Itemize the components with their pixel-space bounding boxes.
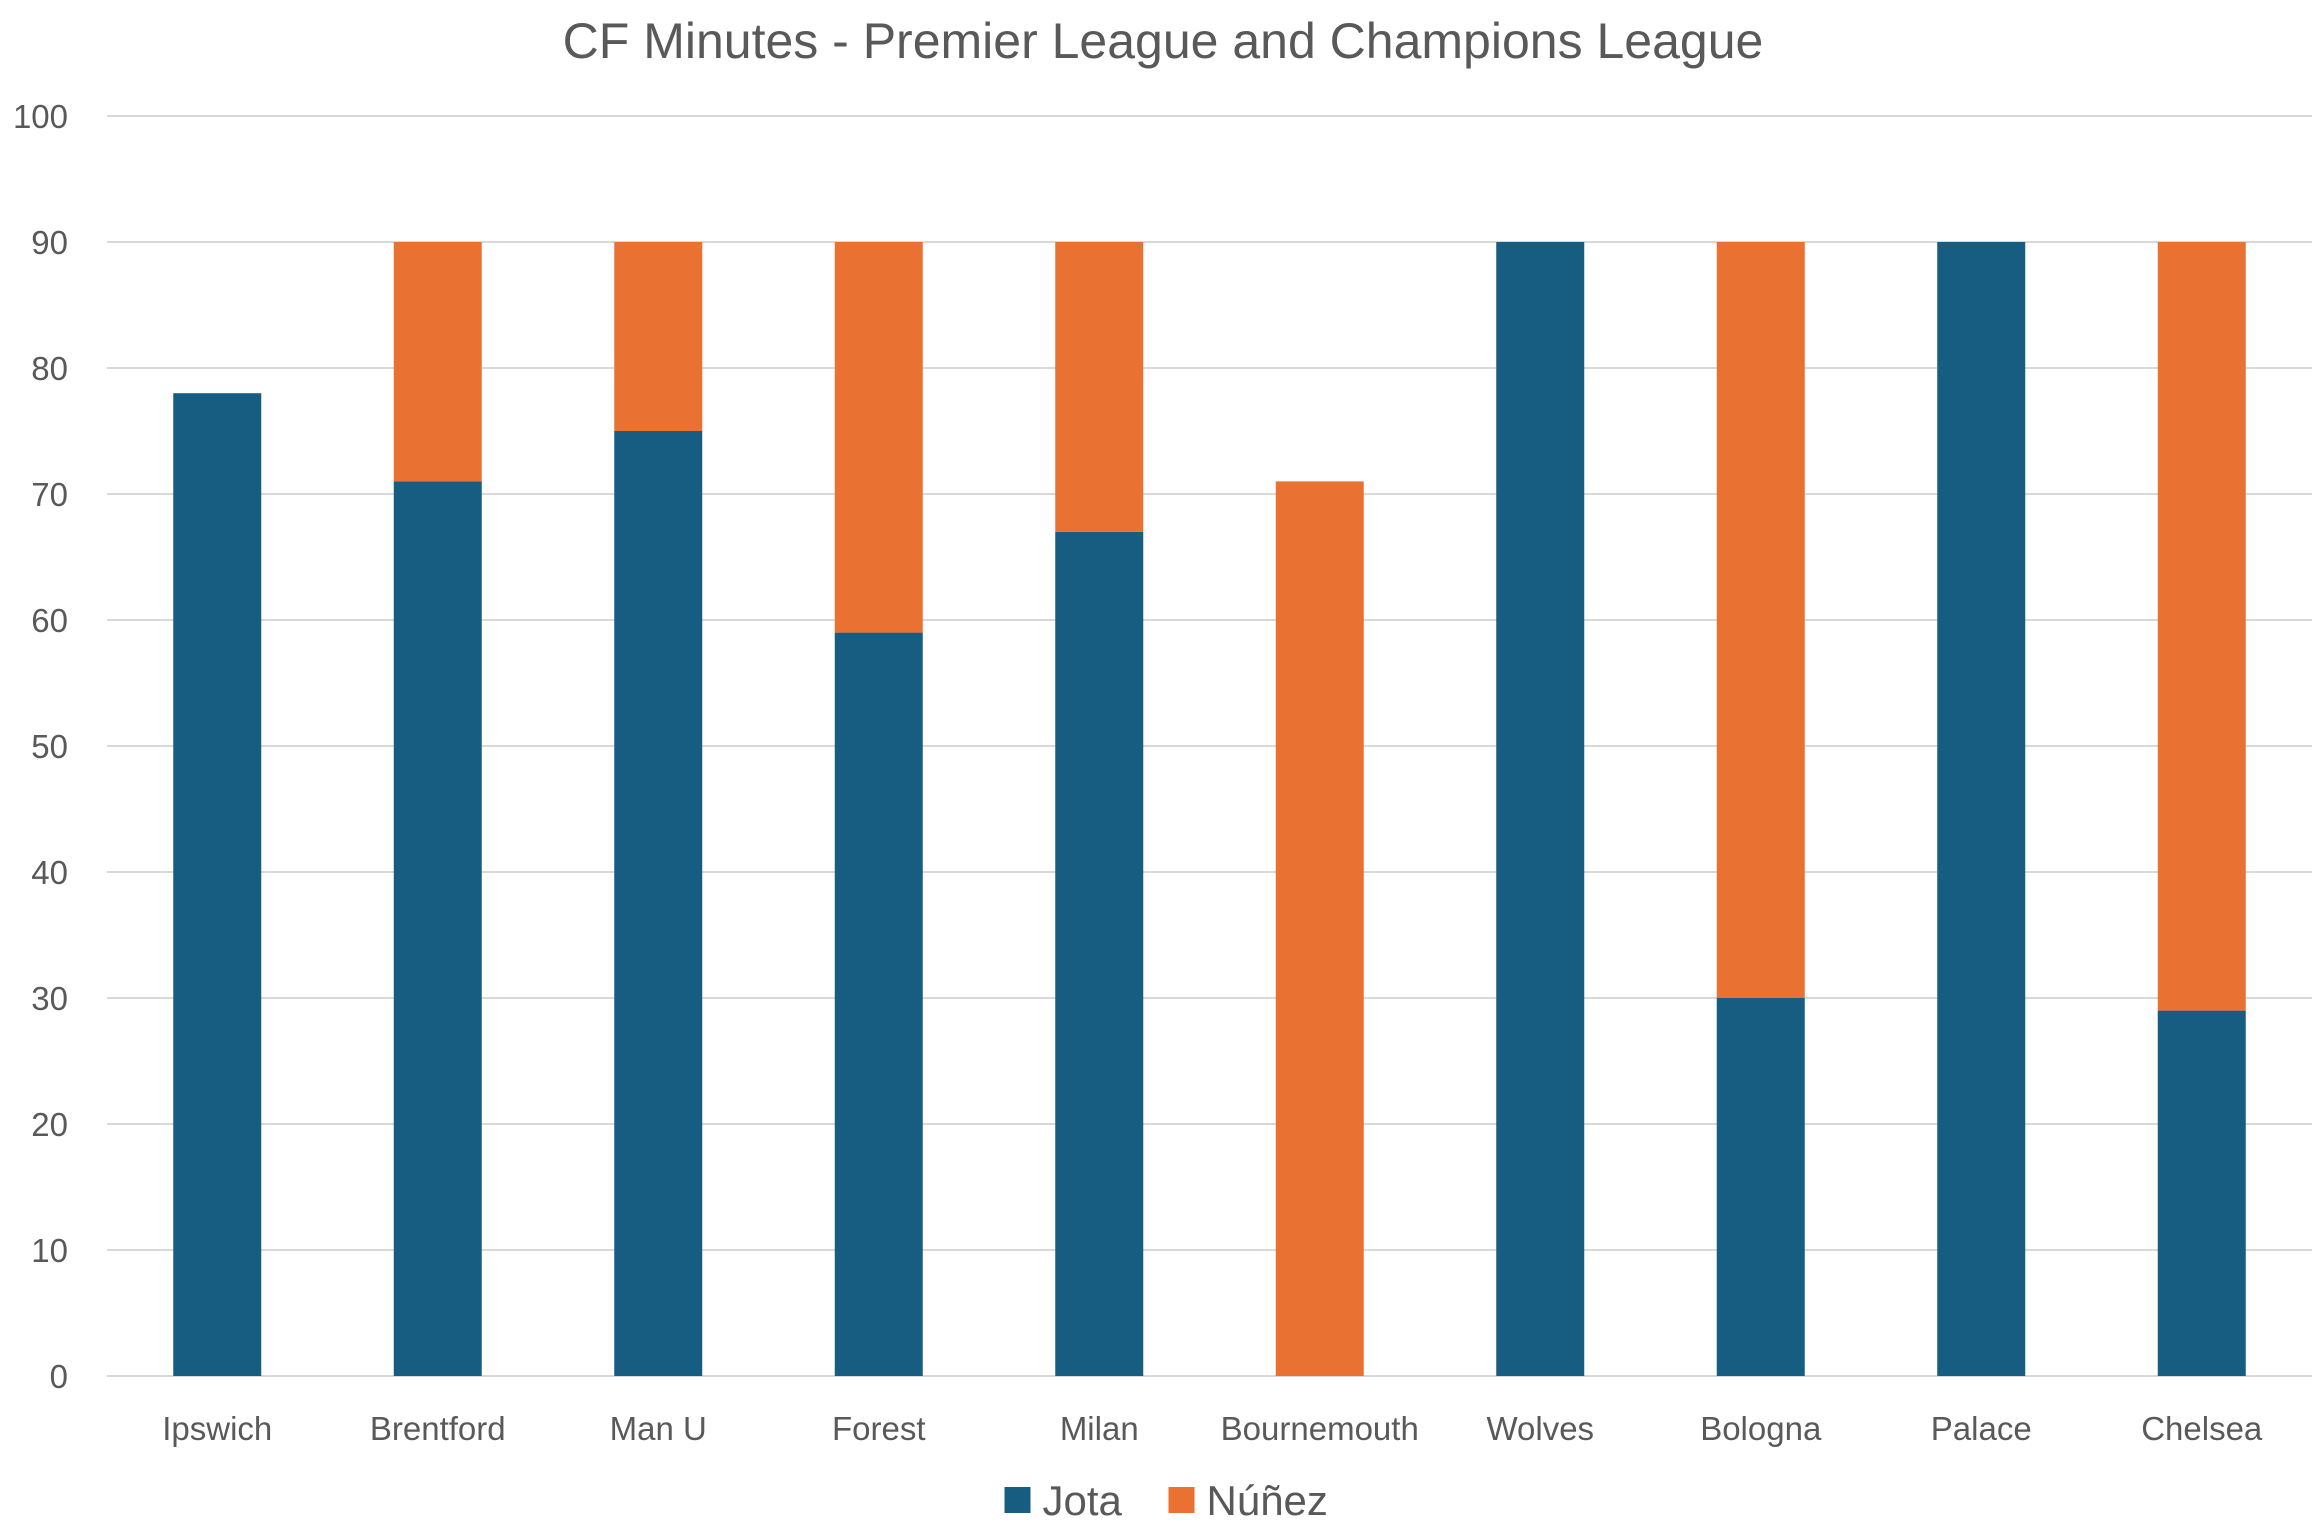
bar-chelsea-núñez (2157, 242, 2246, 1011)
legend-label: Núñez (1207, 1477, 1328, 1524)
x-tick-label: Palace (1931, 1410, 2032, 1447)
legend: Jota Núñez (1004, 1477, 1328, 1524)
x-axis-ticks: Ipswich Brentford Man U Forest Milan Bournemo… (162, 1410, 2263, 1447)
bar-man-u-jota (614, 431, 703, 1376)
bar-ipswich-jota (173, 393, 262, 1376)
y-tick-label: 50 (31, 728, 68, 765)
x-tick-label: Wolves (1486, 1410, 1594, 1447)
x-tick-label: Forest (832, 1410, 926, 1447)
y-tick-label: 20 (31, 1106, 68, 1143)
bar-forest-núñez (834, 242, 923, 633)
x-tick-label: Brentford (370, 1410, 506, 1447)
x-tick-label: Bologna (1700, 1410, 1822, 1447)
y-axis-ticks: 0 10 20 30 40 50 60 70 80 90 100 (13, 98, 68, 1395)
y-tick-label: 70 (31, 476, 68, 513)
bar-palace-jota (1937, 242, 2026, 1376)
x-tick-label: Man U (610, 1410, 707, 1447)
x-tick-label: Milan (1060, 1410, 1139, 1447)
chart-title: CF Minutes - Premier League and Champion… (563, 13, 1764, 69)
y-tick-label: 80 (31, 350, 68, 387)
y-tick-label: 40 (31, 854, 68, 891)
bar-bologna-jota (1716, 998, 1805, 1376)
x-tick-label: Chelsea (2141, 1410, 2263, 1447)
bar-wolves-jota (1496, 242, 1585, 1376)
bar-brentford-núñez (393, 242, 482, 482)
legend-swatch-núñez (1168, 1487, 1195, 1513)
bar-milan-jota (1055, 531, 1144, 1376)
bar-milan-núñez (1055, 242, 1144, 532)
bars (173, 242, 2246, 1376)
y-tick-label: 100 (13, 98, 68, 135)
x-tick-label: Bournemouth (1221, 1410, 1419, 1447)
y-tick-label: 60 (31, 602, 68, 639)
bar-bologna-núñez (1716, 242, 1805, 998)
bar-man-u-núñez (614, 242, 703, 431)
y-tick-label: 0 (50, 1358, 68, 1395)
bar-bournemouth-núñez (1275, 481, 1364, 1376)
x-tick-label: Ipswich (162, 1410, 272, 1447)
bar-chelsea-jota (2157, 1010, 2246, 1376)
legend-label: Jota (1043, 1477, 1123, 1524)
legend-swatch-jota (1004, 1487, 1031, 1513)
y-tick-label: 30 (31, 980, 68, 1017)
y-tick-label: 10 (31, 1232, 68, 1269)
bar-brentford-jota (393, 481, 482, 1376)
bar-forest-jota (834, 632, 923, 1376)
y-tick-label: 90 (31, 224, 68, 261)
